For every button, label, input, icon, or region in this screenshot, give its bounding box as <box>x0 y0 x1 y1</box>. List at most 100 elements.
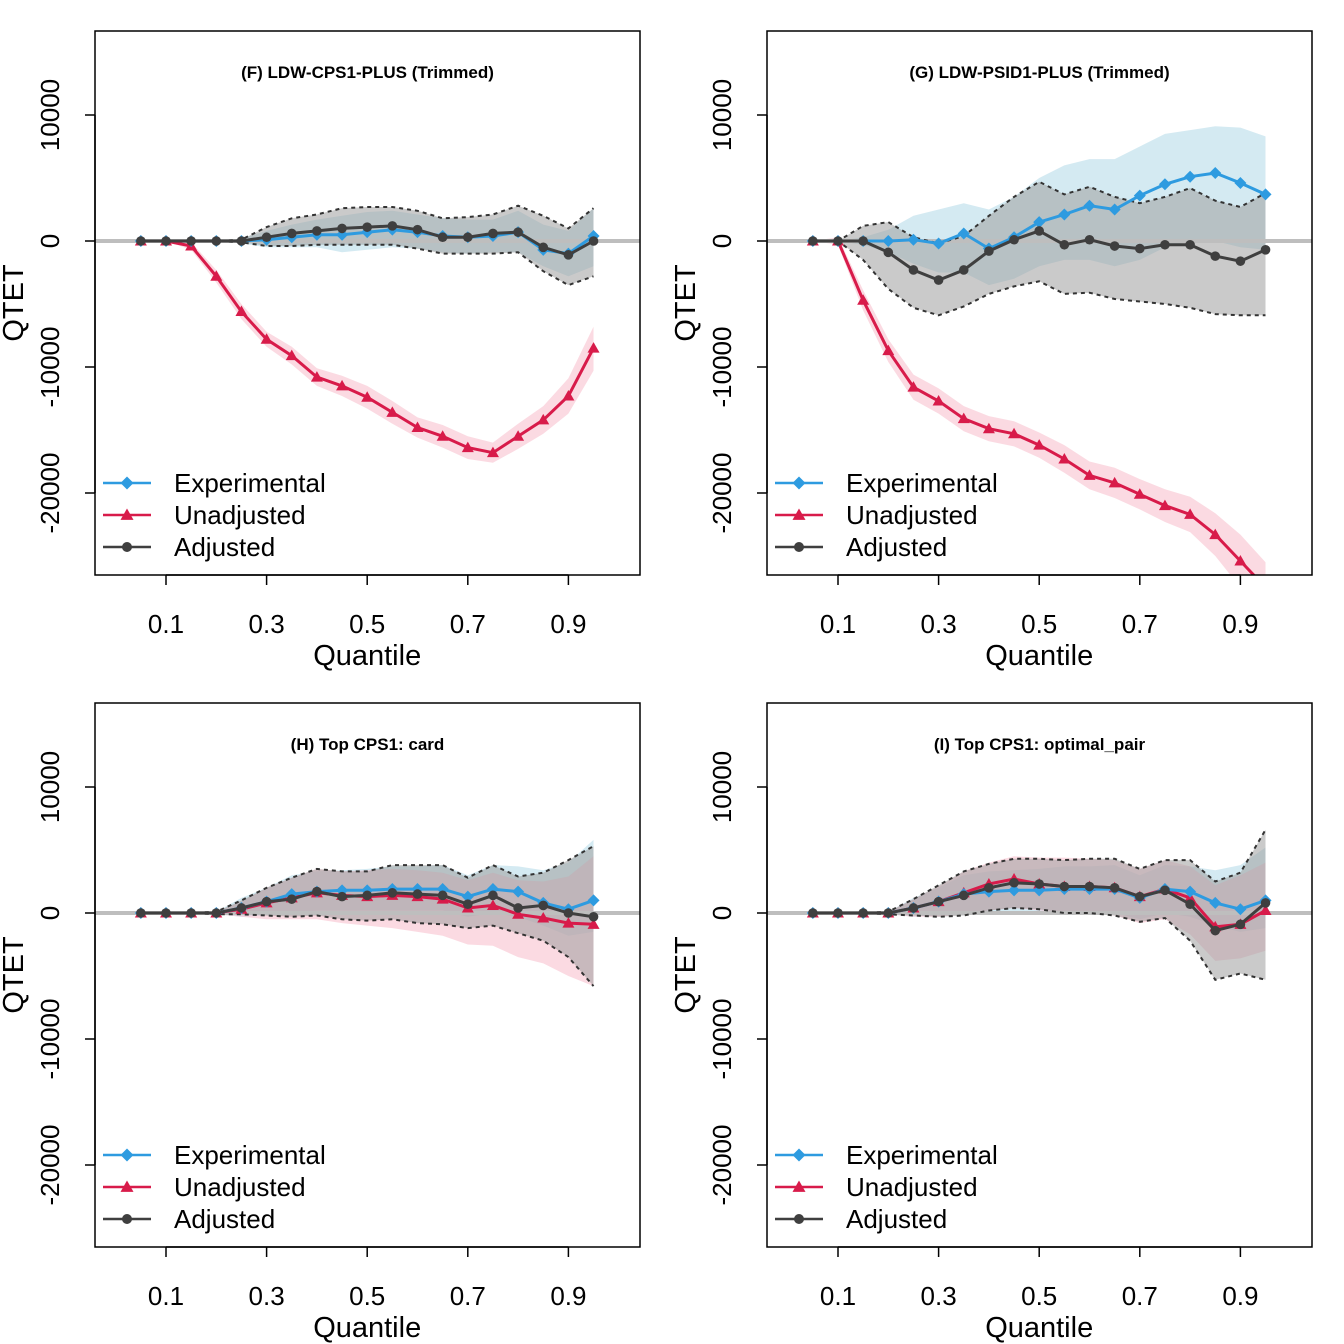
x-axis-label: Quantile <box>985 1312 1093 1344</box>
y-tick-label: -20000 <box>707 1125 737 1206</box>
y-tick-label: 0 <box>707 906 737 920</box>
x-axis-label: Quantile <box>313 1312 421 1344</box>
data-point-adjusted <box>858 236 868 246</box>
data-point-adjusted <box>808 236 818 246</box>
data-point-unadjusted <box>411 421 424 432</box>
data-point-unadjusted <box>1008 427 1021 439</box>
x-axis-label: Quantile <box>985 640 1093 672</box>
legend-marker <box>120 508 134 520</box>
y-tick-label: -10000 <box>707 999 737 1080</box>
data-point-adjusted <box>236 236 247 246</box>
data-point-adjusted <box>261 232 272 243</box>
legend-label: Unadjusted <box>174 1172 306 1202</box>
data-point-experimental <box>461 890 474 903</box>
data-point-unadjusted <box>1209 528 1222 540</box>
x-tick-label: 0.1 <box>820 609 856 639</box>
x-tick-label: 0.7 <box>1122 1281 1158 1311</box>
chart-title: (G) LDW-PSID1-PLUS (Trimmed) <box>909 63 1169 82</box>
y-tick-label: 0 <box>35 906 65 920</box>
data-point-adjusted <box>958 265 969 275</box>
data-point-unadjusted <box>932 395 945 406</box>
legend-item-adjusted: Adjusted <box>775 1204 947 1234</box>
data-point-experimental <box>1209 166 1222 179</box>
x-tick-label: 0.5 <box>1021 609 1057 639</box>
data-point-adjusted <box>136 908 146 918</box>
data-point-unadjusted <box>1158 499 1171 511</box>
data-point-unadjusted <box>562 917 575 928</box>
x-tick-label: 0.9 <box>550 1281 586 1311</box>
data-point-adjusted <box>1210 251 1221 261</box>
x-axis-label: Quantile <box>313 640 421 672</box>
plot-area <box>95 204 640 463</box>
data-point-unadjusted <box>1259 904 1272 915</box>
y-tick-label: 10000 <box>35 79 65 151</box>
data-point-adjusted <box>211 908 222 918</box>
data-point-unadjusted <box>336 379 349 391</box>
data-point-adjusted <box>161 908 171 918</box>
y-tick-label: -20000 <box>707 453 737 534</box>
chart-title: (I) Top CPS1: optimal_pair <box>934 735 1146 754</box>
data-point-adjusted <box>513 227 523 237</box>
ci-band-adjusted <box>812 181 1266 316</box>
x-tick-label: 0.3 <box>921 609 957 639</box>
plot-area <box>767 126 1312 575</box>
data-point-experimental <box>1083 199 1096 212</box>
data-point-adjusted <box>1160 239 1170 250</box>
data-point-experimental <box>1209 896 1222 909</box>
data-point-adjusted <box>1235 919 1246 930</box>
data-point-adjusted <box>1185 899 1195 909</box>
legend-label: Experimental <box>174 1140 326 1170</box>
data-point-unadjusted <box>310 371 323 382</box>
data-point-unadjusted <box>461 441 474 453</box>
data-point-adjusted <box>538 900 549 911</box>
legend-item-experimental: Experimental <box>103 468 326 498</box>
data-point-experimental <box>1058 208 1071 221</box>
y-axis-label: QTET <box>0 936 30 1014</box>
y-tick-label: 10000 <box>707 79 737 151</box>
data-point-adjusted <box>488 228 498 239</box>
data-point-experimental <box>587 894 600 907</box>
legend-label: Unadjusted <box>846 500 978 530</box>
data-point-adjusted <box>1009 234 1019 245</box>
data-point-adjusted <box>261 896 272 907</box>
plot-area <box>767 829 1312 981</box>
data-point-unadjusted <box>562 389 575 401</box>
data-point-adjusted <box>1059 239 1070 250</box>
x-tick-label: 0.5 <box>349 609 385 639</box>
legend-label: Unadjusted <box>174 500 306 530</box>
data-point-adjusted <box>412 224 423 235</box>
legend-item-adjusted: Adjusted <box>775 532 947 562</box>
legend-item-unadjusted: Unadjusted <box>103 1172 306 1202</box>
y-axis-label: QTET <box>670 264 702 342</box>
legend-marker <box>122 1214 132 1224</box>
legend-label: Unadjusted <box>846 1172 978 1202</box>
data-point-unadjusted <box>235 305 248 317</box>
chart-title: (F) LDW-CPS1-PLUS (Trimmed) <box>241 63 494 82</box>
legend-label: Adjusted <box>846 532 947 562</box>
legend-label: Adjusted <box>174 1204 275 1234</box>
data-point-adjusted <box>1034 226 1044 236</box>
data-point-adjusted <box>186 236 196 246</box>
data-point-adjusted <box>1260 898 1271 908</box>
y-tick-label: 0 <box>35 234 65 248</box>
chart-panel: (F) LDW-CPS1-PLUS (Trimmed) 0.1 0.3 0.5 0.7 0… <box>0 30 641 672</box>
data-point-adjusted <box>362 890 373 901</box>
data-point-adjusted <box>563 250 574 260</box>
ci-band-adjusted <box>140 205 594 286</box>
x-tick-label: 0.7 <box>1122 609 1158 639</box>
data-point-experimental <box>957 227 970 240</box>
y-tick-label: -20000 <box>35 1125 65 1206</box>
data-point-unadjusted <box>957 412 970 424</box>
data-point-adjusted <box>186 908 196 918</box>
data-point-adjusted <box>958 890 969 901</box>
data-point-adjusted <box>908 265 919 275</box>
data-point-unadjusted <box>386 406 399 417</box>
data-point-experimental <box>1133 189 1146 202</box>
data-point-adjusted <box>286 228 297 239</box>
legend-marker <box>120 476 134 490</box>
legend-marker <box>792 1148 806 1162</box>
x-tick-label: 0.9 <box>1222 1281 1258 1311</box>
legend-marker <box>792 476 806 490</box>
